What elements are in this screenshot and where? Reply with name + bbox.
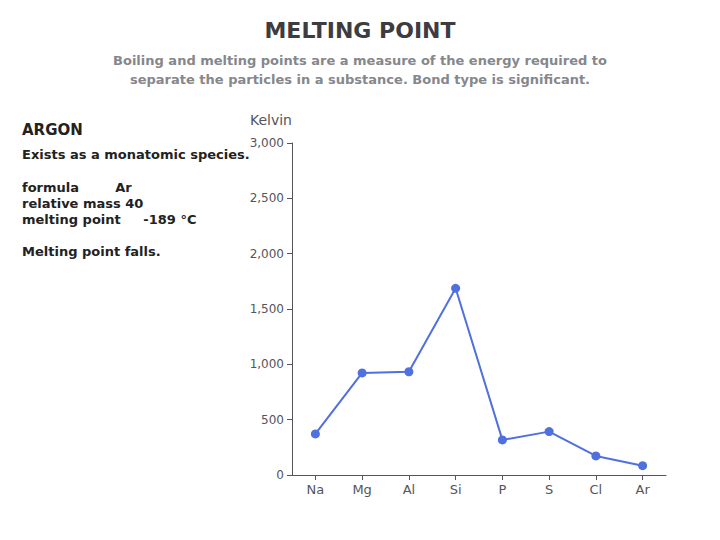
svg-text:Mg: Mg — [352, 482, 371, 497]
svg-text:melting point -189 °C: melting point -189 °C — [22, 212, 196, 227]
svg-text:separate the particles in a su: separate the particles in a substance. B… — [130, 72, 590, 87]
svg-text:Na: Na — [307, 482, 325, 497]
svg-text:Si: Si — [450, 482, 462, 497]
svg-text:S: S — [545, 482, 553, 497]
svg-text:2,500: 2,500 — [250, 191, 284, 205]
svg-text:Al: Al — [403, 482, 416, 497]
svg-text:500: 500 — [261, 413, 284, 427]
svg-text:Cl: Cl — [590, 482, 603, 497]
svg-text:Boiling and melting points are: Boiling and melting points are a measure… — [113, 53, 607, 68]
svg-text:formula Ar: formula Ar — [22, 180, 132, 195]
svg-text:1,000: 1,000 — [250, 357, 284, 371]
svg-text:Ar: Ar — [636, 482, 651, 497]
svg-text:relative mass 40: relative mass 40 — [22, 196, 143, 211]
svg-text:ARGON: ARGON — [22, 121, 83, 139]
svg-text:Melting point falls.: Melting point falls. — [22, 244, 161, 259]
svg-text:0: 0 — [276, 468, 284, 482]
svg-text:P: P — [498, 482, 506, 497]
svg-text:1,500: 1,500 — [250, 302, 284, 316]
svg-text:2,000: 2,000 — [250, 247, 284, 261]
svg-text:3,000: 3,000 — [250, 136, 284, 150]
svg-text:Exists as a monatomic species.: Exists as a monatomic species. — [22, 147, 250, 162]
svg-text:MELTING POINT: MELTING POINT — [264, 18, 455, 43]
svg-text:Kelvin: Kelvin — [250, 112, 292, 128]
